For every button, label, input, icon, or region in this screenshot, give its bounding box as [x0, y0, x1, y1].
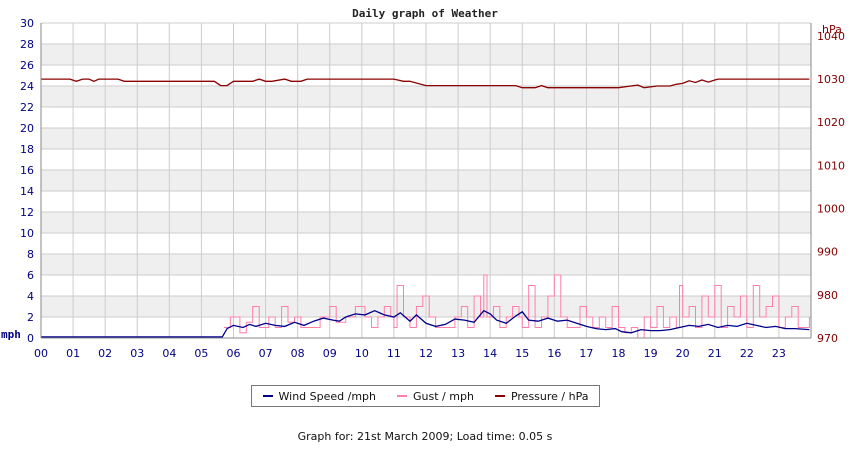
y2-tick-label: 990	[817, 246, 838, 259]
series-layer	[41, 78, 810, 339]
legend-item-gust: Gust / mph	[397, 390, 474, 403]
x-tick-label: 07	[259, 347, 273, 360]
axes	[40, 23, 812, 339]
x-tick-label: 19	[644, 347, 658, 360]
y-tick-label: 0	[27, 332, 34, 345]
y2-tick-label: 1000	[817, 203, 845, 216]
y-tick-label: 18	[20, 143, 34, 156]
x-tick-label: 11	[387, 347, 401, 360]
y-tick-label: 20	[20, 122, 34, 135]
y2-tick-label: 1040	[817, 30, 845, 43]
right-axis-unit: hPa	[822, 23, 842, 36]
chart-title: Daily graph of Weather	[352, 7, 498, 20]
gust-line	[223, 274, 810, 339]
wind-line	[41, 309, 810, 338]
x-tick-label: 09	[323, 347, 337, 360]
legend-swatch-gust	[397, 395, 408, 397]
y2-tick-label: 980	[817, 289, 838, 302]
x-tick-label: 12	[419, 347, 433, 360]
y-tick-label: 24	[20, 80, 34, 93]
y-tick-label: 4	[27, 290, 34, 303]
x-tick-label: 04	[162, 347, 176, 360]
y-tick-label: 10	[20, 227, 34, 240]
y-tick-label: 16	[20, 164, 34, 177]
legend-item-pressure: Pressure / hPa	[494, 389, 589, 403]
legend-swatch-wind	[262, 395, 273, 397]
x-tick-label: 05	[194, 347, 208, 360]
legend-label-pressure: Pressure / hPa	[510, 389, 589, 403]
y-tick-label: 8	[27, 248, 34, 261]
y-tick-label: 12	[20, 206, 34, 219]
x-tick-label: 15	[515, 347, 529, 360]
x-tick-label: 06	[227, 347, 241, 360]
legend-label-gust: Gust / mph	[413, 389, 474, 403]
x-axis-ticks: 00 01 02 03 04 05 06 07 08 09 10 11 12 13 14 15 16 17 18 19…	[34, 347, 786, 360]
x-tick-label: 01	[66, 347, 80, 360]
legend-label-wind: Wind Speed /mph	[278, 389, 377, 403]
right-axis-ticks: 970 980 990 1000 1010 1020 1030 1040	[817, 30, 845, 345]
legend-swatch-pressure	[494, 395, 505, 397]
x-tick-label: 10	[355, 347, 369, 360]
x-tick-label: 14	[483, 347, 497, 360]
x-tick-label: 23	[772, 347, 786, 360]
y2-tick-label: 1020	[817, 116, 845, 129]
x-tick-label: 16	[547, 347, 561, 360]
y2-tick-label: 970	[817, 332, 838, 345]
x-tick-label: 21	[708, 347, 722, 360]
x-tick-label: 00	[34, 347, 48, 360]
y2-tick-label: 1030	[817, 73, 845, 86]
x-tick-label: 03	[130, 347, 144, 360]
x-tick-label: 08	[291, 347, 305, 360]
y-tick-label: 22	[20, 101, 34, 114]
chart-legend: Wind Speed /mph Gust / mph Pressure / hP…	[251, 385, 600, 407]
x-tick-label: 02	[98, 347, 112, 360]
x-tick-label: 22	[740, 347, 754, 360]
y-tick-label: 26	[20, 59, 34, 72]
y-tick-label: 6	[27, 269, 34, 282]
y-tick-label: 30	[20, 17, 34, 30]
left-axis-unit: mph	[1, 328, 21, 341]
y-tick-label: 14	[20, 185, 34, 198]
legend-item-wind: Wind Speed /mph	[262, 389, 377, 403]
footer-status: Graph for: 21st March 2009; Load time: 0…	[297, 430, 553, 443]
y-tick-label: 28	[20, 38, 34, 51]
x-tick-label: 18	[612, 347, 626, 360]
pressure-line	[41, 78, 810, 89]
y-tick-label: 2	[27, 311, 34, 324]
y2-tick-label: 1010	[817, 159, 845, 172]
x-tick-label: 13	[451, 347, 465, 360]
x-tick-label: 17	[579, 347, 593, 360]
x-tick-label: 20	[676, 347, 690, 360]
